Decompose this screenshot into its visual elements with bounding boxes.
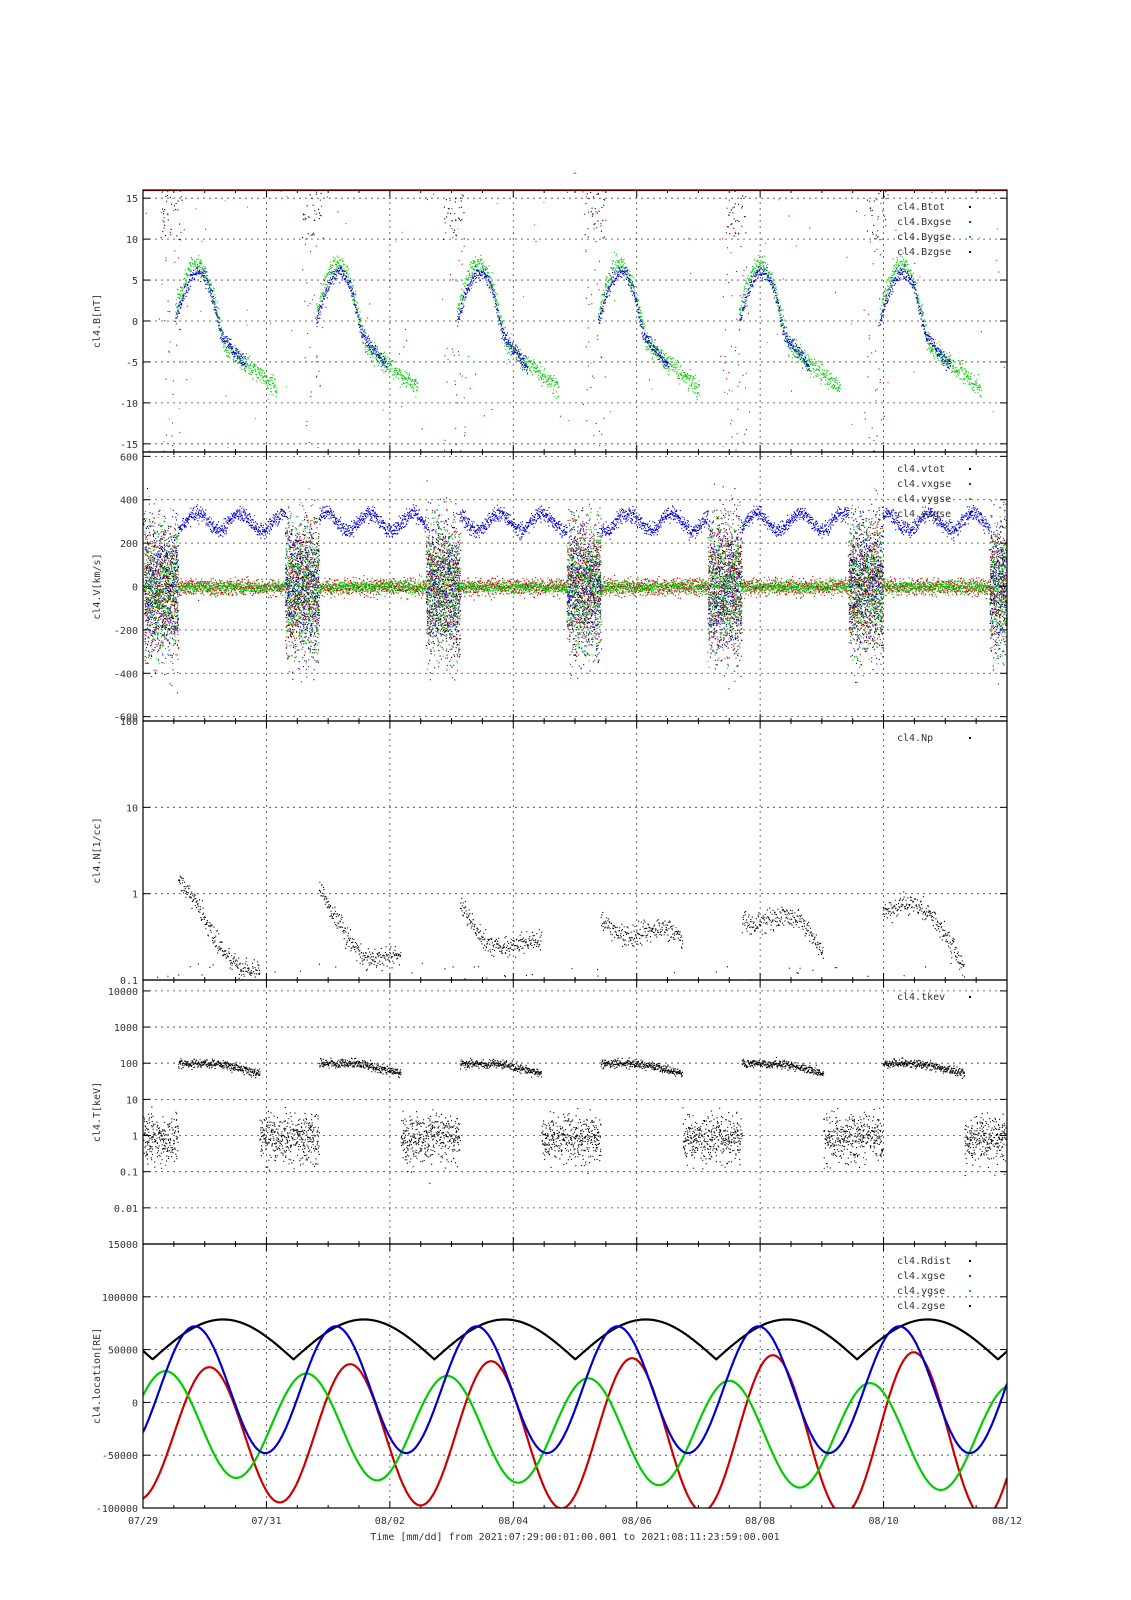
legend-label: cl4.Np — [897, 733, 933, 744]
x-tick-label: 07/29 — [128, 1516, 158, 1527]
y-tick-label: 10 — [126, 1095, 138, 1106]
y-axis-label: cl4.V[km/s] — [92, 553, 103, 619]
series-cl4-ygse-line — [143, 1370, 1007, 1492]
y-tick-label: -400 — [114, 669, 138, 680]
series-cl4-rdist-line — [143, 1318, 1007, 1361]
legend-label: cl4.Bxgse — [897, 217, 951, 228]
legend-marker — [969, 737, 971, 739]
y-tick-label: 0 — [132, 583, 138, 594]
x-tick-label: 08/02 — [375, 1516, 405, 1527]
data-layer — [143, 480, 1007, 694]
x-tick-label: 08/10 — [869, 1516, 899, 1527]
legend-label: cl4.xgse — [897, 1271, 945, 1282]
y-tick-label: 100000 — [102, 1293, 138, 1304]
y-tick-label: 15 — [126, 194, 138, 205]
legend-label: cl4.Bzgse — [897, 247, 951, 258]
series-cl4-bxgse-points — [143, 190, 1007, 452]
y-tick-label: 10 — [126, 235, 138, 246]
data-layer — [157, 875, 994, 980]
y-tick-label: 100 — [120, 1059, 138, 1070]
legend-marker — [969, 1305, 971, 1307]
y-tick-label: 50000 — [108, 1346, 138, 1357]
y-tick-label: 0.1 — [120, 1168, 138, 1179]
y-tick-label: -200 — [114, 626, 138, 637]
legend-marker — [969, 236, 971, 238]
legend-marker — [969, 1275, 971, 1277]
y-axis-label: cl4.T[keV] — [92, 1082, 103, 1142]
y-tick-label: -10 — [120, 399, 138, 410]
x-axis: 07/29 07/31 08/02 08/04 08/06 08/08 08/10 08/12 — [128, 1516, 1022, 1527]
y-tick-label: -600 — [114, 713, 138, 724]
legend-marker — [969, 1260, 971, 1262]
y-tick-label: 0.01 — [114, 1204, 138, 1215]
legend-marker — [969, 498, 971, 500]
legend-marker — [969, 483, 971, 485]
y-tick-label: 0.1 — [120, 976, 138, 987]
legend-label: cl4.ygse — [897, 1286, 945, 1297]
y-tick-label: 1000 — [114, 1023, 138, 1034]
y-axis-label: cl4.B[nT] — [92, 294, 103, 348]
y-axis-label: cl4.location[RE] — [92, 1328, 103, 1424]
legend-marker — [969, 996, 971, 998]
y-tick-label: 1 — [132, 890, 138, 901]
series-cl4-bygse-points — [148, 193, 998, 452]
panel-2: -600 -400 -200 0 200 400 600 cl4.V[km/s] cl4.vto… — [92, 451, 1008, 724]
y-tick-label: 10000 — [108, 987, 138, 998]
legend-marker — [969, 206, 971, 208]
y-tick-label: -15 — [120, 440, 138, 451]
legend-label: cl4.Rdist — [897, 1256, 951, 1267]
legend-label: cl4.Bygse — [897, 232, 951, 243]
y-tick-label: 0 — [132, 1398, 138, 1409]
legend-label: cl4.vxgse — [897, 479, 951, 490]
x-tick-label: 07/31 — [251, 1516, 281, 1527]
data-layer — [143, 190, 1007, 452]
series-cl4-xgse-line — [143, 1351, 1007, 1508]
y-tick-label: 200 — [120, 539, 138, 550]
legend-label: cl4.vzgse — [897, 509, 951, 520]
x-tick-label: 08/06 — [622, 1516, 652, 1527]
y-tick-label-overlap: 15000 — [108, 1240, 138, 1251]
y-tick-label: -50000 — [102, 1451, 138, 1462]
series-cl4-zgse-line — [143, 1325, 1007, 1455]
legend-marker — [969, 513, 971, 515]
panel-frame — [142, 979, 1008, 1245]
y-tick-label: -100000 — [96, 1504, 138, 1515]
legend-marker — [969, 221, 971, 223]
y-tick-label: -5 — [126, 358, 138, 369]
legend-marker — [969, 251, 971, 253]
legend-marker — [969, 468, 971, 470]
legend-label: cl4.vtot — [897, 464, 945, 475]
y-tick-label: 1 — [132, 1132, 138, 1143]
x-tick-label: 08/04 — [498, 1516, 528, 1527]
y-tick-label: 400 — [120, 496, 138, 507]
legend-label: cl4.zgse — [897, 1301, 945, 1312]
y-tick-label: 10 — [126, 803, 138, 814]
series-cl4-vygse-points — [143, 488, 1007, 679]
panel-4: 0.01 0.1 1 10 100 1000 10000 15000 cl4.T[keV] cl4… — [92, 979, 1008, 1251]
x-tick-label: 08/08 — [745, 1516, 775, 1527]
data-layer — [143, 1056, 1007, 1184]
y-tick-label: 100 — [120, 717, 138, 728]
panel-5: -100000 -50000 0 50000 100000 cl4.location[RE… — [92, 1243, 1008, 1515]
legend-label: cl4.tkev — [897, 992, 945, 1003]
legend-label: cl4.vygse — [897, 494, 951, 505]
y-tick-label: 5 — [132, 276, 138, 287]
y-axis-label: cl4.N[1/cc] — [92, 817, 103, 883]
panels: -15-10-5051015cl4.B[nT]cl4.Btotcl4.Bxgse… — [92, 189, 1008, 1515]
panel-frame — [142, 1243, 1008, 1509]
legend-label: cl4.Btot — [897, 202, 945, 213]
panel-frame — [142, 720, 1008, 981]
figure-top-mark: - — [572, 168, 578, 179]
series-cl4-tkev-points — [143, 1056, 1007, 1184]
panel-1: -15 -10 -5 0 5 10 15 cl4.B[nT] cl4.Btot cl4.Bxgse… — [92, 189, 1008, 453]
series-cl4-np-points — [157, 875, 994, 980]
data-layer — [143, 1318, 1007, 1508]
y-tick-label: 600 — [120, 452, 138, 463]
x-tick-label: 08/12 — [992, 1516, 1022, 1527]
y-tick-label: 0 — [132, 317, 138, 328]
x-axis-label: Time [mm/dd] from 2021:07:29:00:01:00.00… — [370, 1532, 779, 1543]
panel-3: 0.1 1 10 100 cl4.N[1/cc] cl4.Np — [92, 717, 1008, 987]
legend-marker — [969, 1290, 971, 1292]
